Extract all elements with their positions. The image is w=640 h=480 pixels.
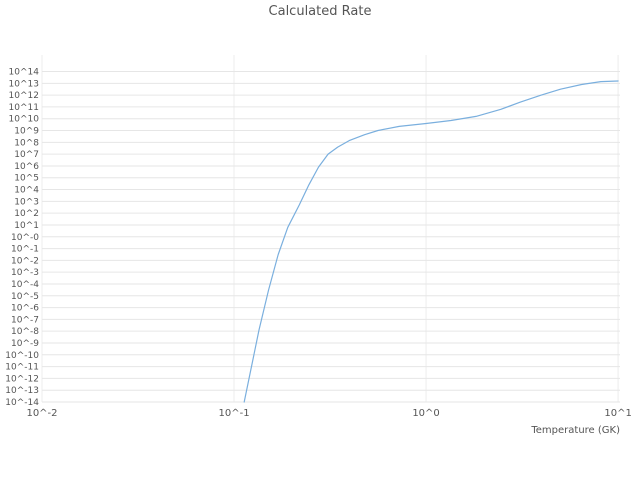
y-tick-label: 10^2 bbox=[14, 209, 39, 219]
x-tick-label: 10^-2 bbox=[26, 408, 57, 419]
x-tick-label: 10^0 bbox=[412, 408, 439, 419]
grid-lines bbox=[41, 55, 620, 403]
x-tick-label: 10^-1 bbox=[218, 408, 249, 419]
y-tick-label: 10^7 bbox=[14, 150, 39, 160]
y-tick-label: 10^-3 bbox=[11, 268, 39, 278]
x-axis-label: Temperature (GK) bbox=[531, 425, 620, 436]
rate-curve bbox=[243, 80, 619, 403]
y-tick-label: 10^9 bbox=[14, 127, 39, 137]
y-tick-label: 10^-12 bbox=[5, 374, 39, 384]
y-tick-label: 10^4 bbox=[14, 186, 39, 196]
y-tick-label: 10^14 bbox=[9, 68, 40, 78]
y-tick-label: 10^-5 bbox=[11, 292, 39, 302]
y-tick-label: 10^3 bbox=[14, 197, 39, 207]
y-tick-label: 10^6 bbox=[14, 162, 39, 172]
x-axis-tick-labels: 10^-2 10^-1 10^0 10^1 bbox=[26, 408, 631, 419]
y-tick-label: 10^-9 bbox=[11, 339, 39, 349]
y-tick-label: 10^-11 bbox=[5, 363, 39, 373]
y-tick-label: 10^1 bbox=[14, 221, 39, 231]
y-tick-label: 10^-2 bbox=[11, 256, 39, 266]
y-tick-label: 10^13 bbox=[9, 79, 39, 89]
y-tick-label: 10^-10 bbox=[5, 351, 39, 361]
y-tick-label: 10^-8 bbox=[11, 327, 39, 337]
y-tick-label: 10^-1 bbox=[11, 245, 39, 255]
y-tick-label: 10^-6 bbox=[11, 304, 39, 314]
y-tick-label: 10^-0 bbox=[11, 233, 39, 243]
y-tick-label: 10^12 bbox=[9, 91, 39, 101]
y-tick-label: 10^-13 bbox=[5, 386, 39, 396]
y-tick-label: 10^-7 bbox=[11, 315, 39, 325]
y-tick-label: 10^8 bbox=[14, 138, 39, 148]
y-tick-label: 10^-4 bbox=[11, 280, 39, 290]
y-tick-label: 10^10 bbox=[9, 115, 40, 125]
y-tick-label: 10^5 bbox=[14, 174, 39, 184]
y-tick-label: 10^-14 bbox=[5, 398, 39, 408]
y-tick-label: 10^11 bbox=[9, 103, 39, 113]
chart-title: Calculated Rate bbox=[268, 4, 372, 19]
x-tick-label: 10^1 bbox=[604, 408, 631, 419]
